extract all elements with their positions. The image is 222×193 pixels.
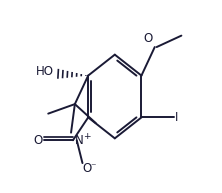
Text: +: + — [83, 132, 91, 141]
Text: O: O — [144, 32, 153, 45]
Text: HO: HO — [36, 65, 54, 78]
Text: O: O — [33, 134, 43, 147]
Text: ⁻: ⁻ — [90, 162, 96, 172]
Text: I: I — [175, 111, 179, 124]
Text: O: O — [82, 162, 92, 175]
Text: N: N — [75, 134, 84, 147]
